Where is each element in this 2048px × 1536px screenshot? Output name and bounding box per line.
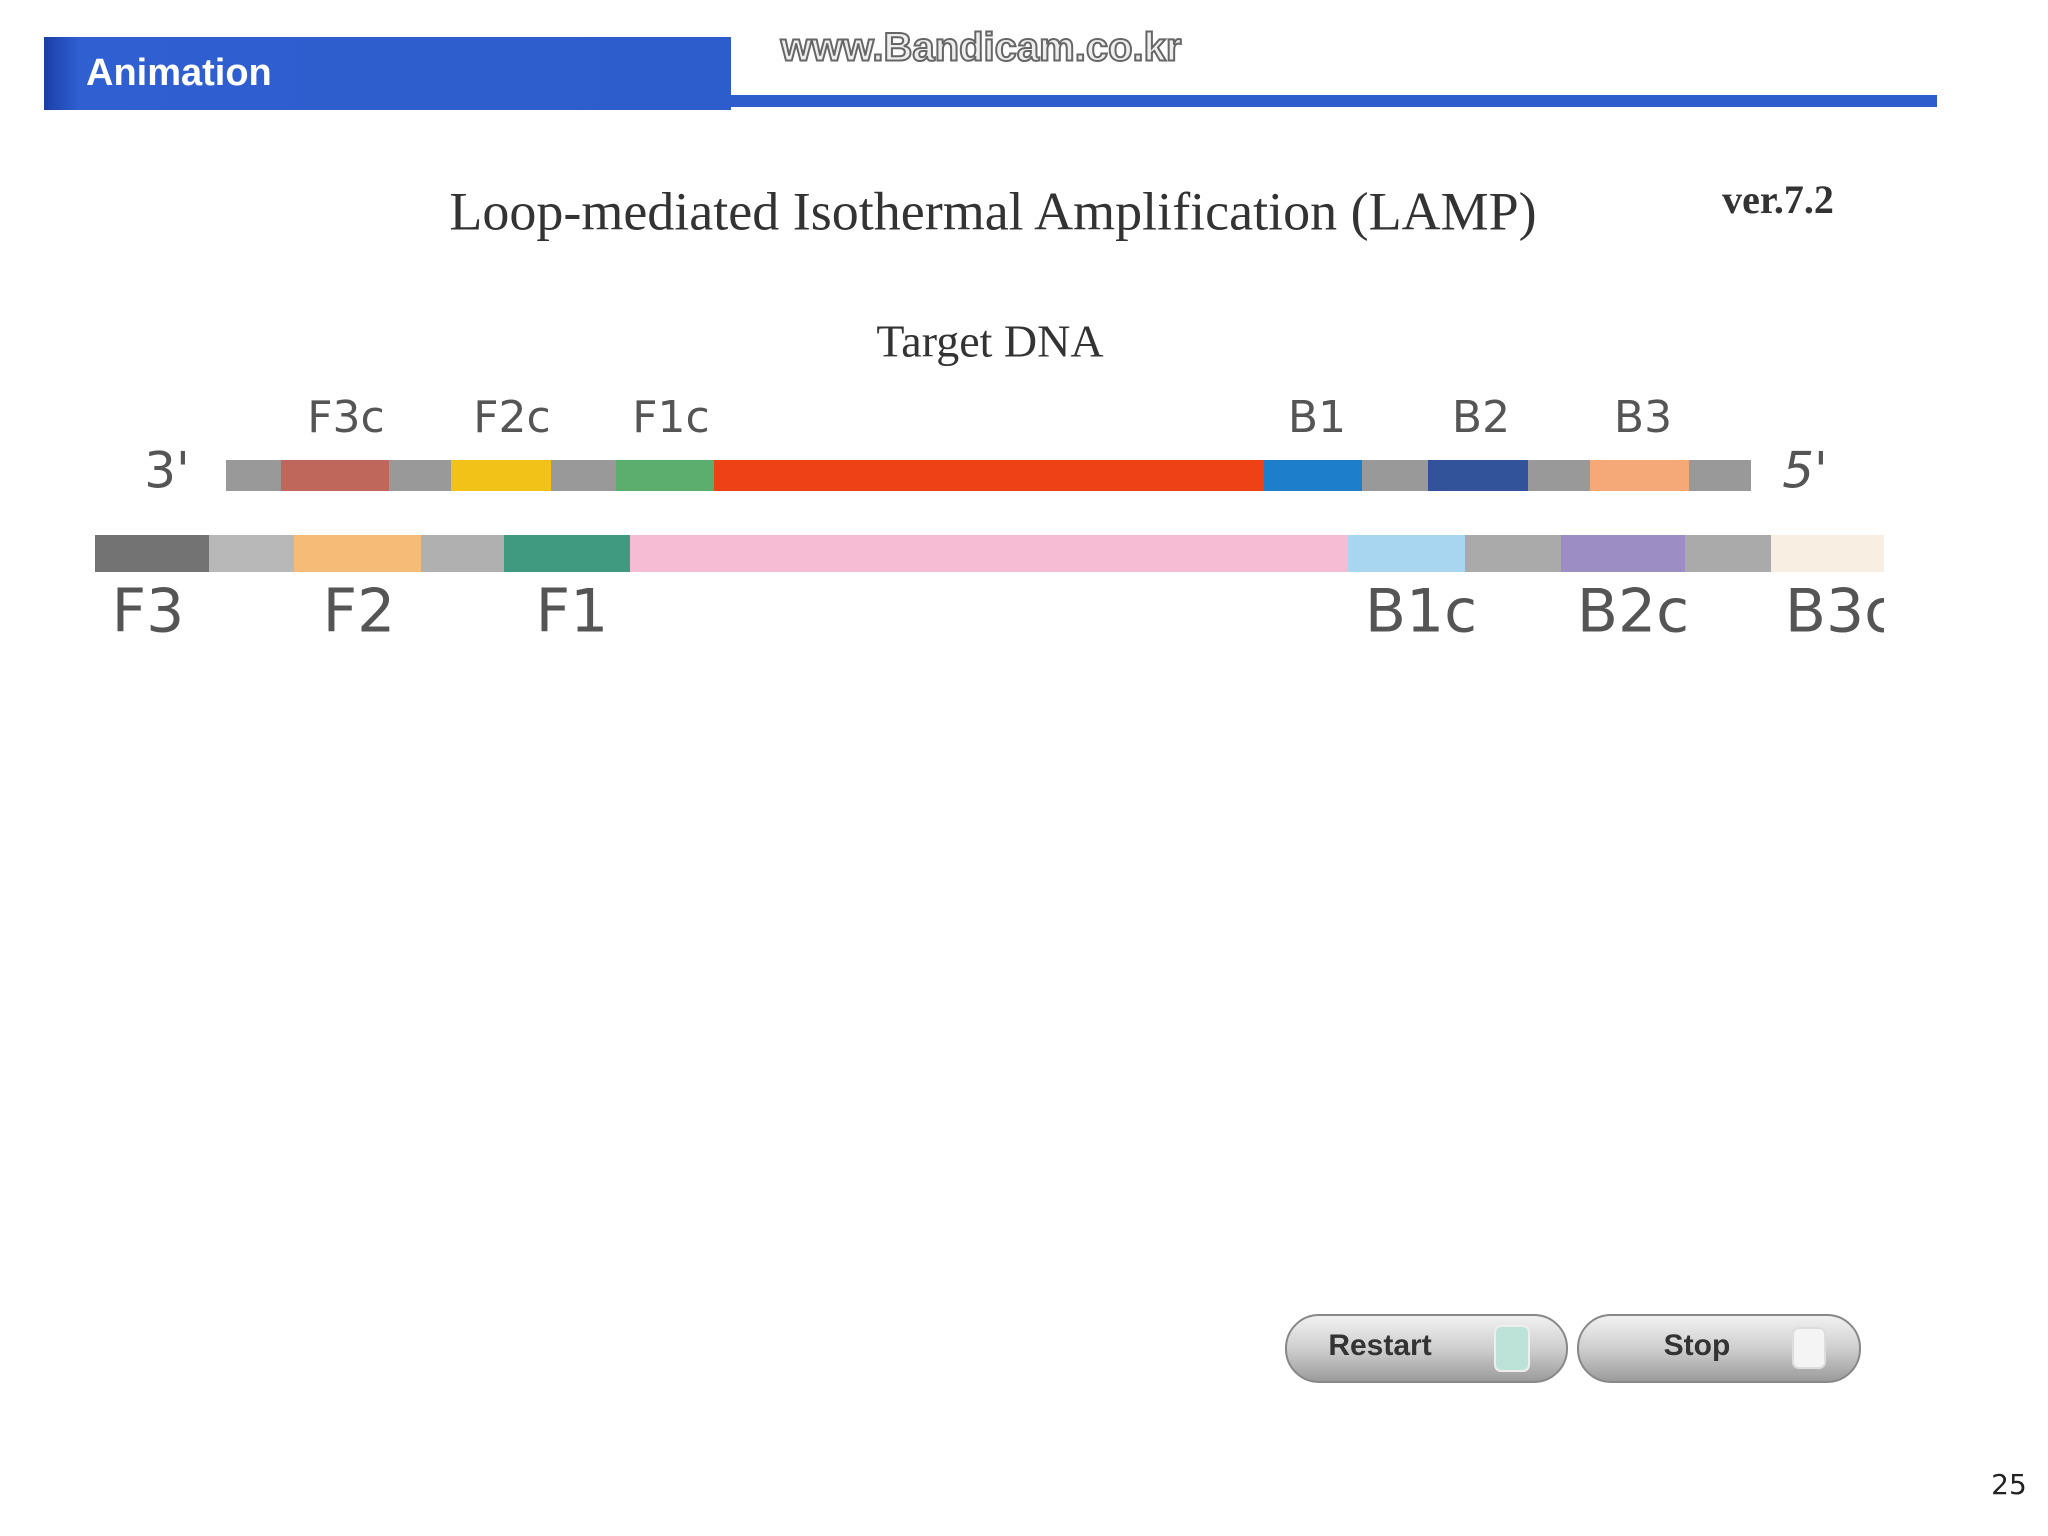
strand-label: B3 [1614, 392, 1672, 443]
title: Loop-mediated Isothermal Amplification (… [449, 181, 1536, 241]
end-label: 5' [1782, 442, 1828, 500]
strand-label: B2c [1577, 577, 1689, 647]
header-line [731, 95, 1937, 107]
strand-label: F1c [632, 392, 710, 443]
subtitle: Target DNA [876, 316, 1103, 367]
restart-button[interactable]: Restart [1285, 1314, 1568, 1383]
stop-button[interactable]: Stop [1577, 1314, 1861, 1383]
header-bar [44, 37, 731, 110]
version: ver.7.2 [1722, 177, 1834, 222]
button-label[interactable]: Stop [1664, 1329, 1731, 1362]
watermark: www.Bandicam.co.kr [780, 26, 1182, 70]
strand-label: F1 [536, 577, 609, 647]
page-number: 25 [1991, 1468, 2027, 1501]
header-title: Animation [86, 52, 272, 94]
strand-label: F3 [112, 577, 185, 647]
end-label: 3' [144, 442, 190, 500]
strand-label: B1c [1365, 577, 1477, 647]
strand-label: B1 [1288, 392, 1346, 443]
button-label[interactable]: Restart [1328, 1329, 1431, 1362]
strand-label: B3c [1785, 577, 1897, 647]
top-strand [226, 460, 1751, 491]
bottom-strand [95, 535, 1884, 572]
bottom-labels: F3 F2 F1 B1c B2c B3c [112, 577, 1897, 647]
strand-label: F2c [473, 392, 551, 443]
strand-label: F2 [323, 577, 396, 647]
strand-label: B2 [1452, 392, 1510, 443]
strand-label: F3c [307, 392, 385, 443]
